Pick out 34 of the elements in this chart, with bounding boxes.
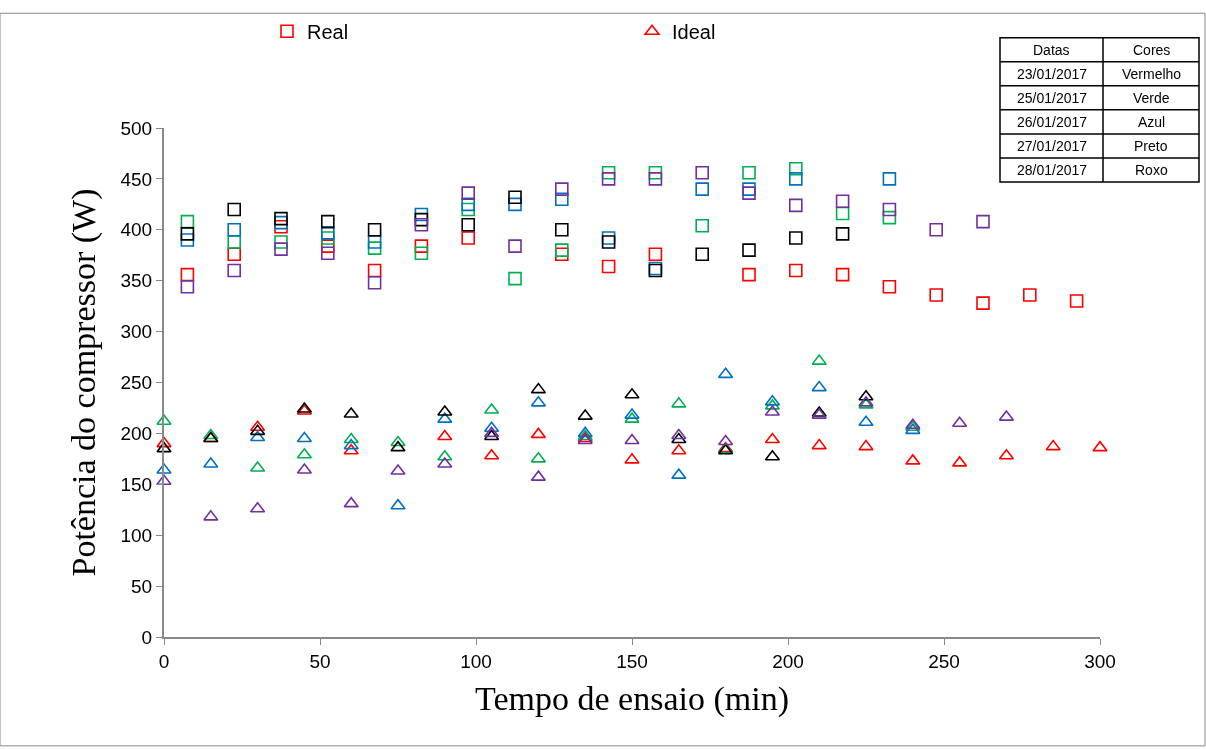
x-tick-label: 200 — [772, 650, 804, 672]
y-tick-label: 350 — [120, 270, 153, 292]
y-axis-title: Potência do compressor (W) — [64, 188, 103, 577]
x-tick-label: 50 — [309, 650, 331, 672]
x-tick-label: 150 — [616, 650, 648, 672]
x-tick-label: 250 — [928, 650, 960, 672]
text: Verde — [1133, 90, 1170, 106]
text: Preto — [1134, 138, 1168, 154]
annotation: 27/01/2017 — [1017, 138, 1088, 154]
legend-label: Real — [307, 21, 349, 44]
y-tick-label: 500 — [120, 117, 153, 139]
text: 23/01/2017 — [1017, 66, 1088, 82]
y-tick-label: 100 — [120, 524, 153, 546]
text: 25/01/2017 — [1017, 90, 1088, 106]
x-tick-label: 100 — [460, 650, 492, 672]
x-tick-label: 0 — [158, 650, 170, 672]
annotation: 26/01/2017 — [1017, 114, 1088, 130]
x-axis-title: Tempo de ensaio (min) — [475, 679, 789, 718]
text: Roxo — [1135, 162, 1168, 178]
text: Cores — [1133, 42, 1171, 58]
text: Datas — [1033, 42, 1070, 58]
y-tick-label: 150 — [120, 473, 153, 495]
legend-label: Ideal — [672, 21, 716, 44]
text: Vermelho — [1122, 66, 1182, 82]
y-tick-label: 250 — [120, 372, 153, 394]
x-tick-label: 300 — [1084, 650, 1116, 672]
text: Azul — [1138, 114, 1166, 130]
y-tick-label: 200 — [120, 423, 153, 445]
y-tick-label: 450 — [120, 168, 153, 190]
annotation: 28/01/2017 — [1017, 162, 1088, 178]
y-tick-label: 50 — [131, 575, 153, 597]
y-tick-label: 300 — [120, 321, 153, 343]
y-tick-label: 400 — [120, 219, 153, 241]
y-tick-label: 0 — [141, 626, 153, 648]
